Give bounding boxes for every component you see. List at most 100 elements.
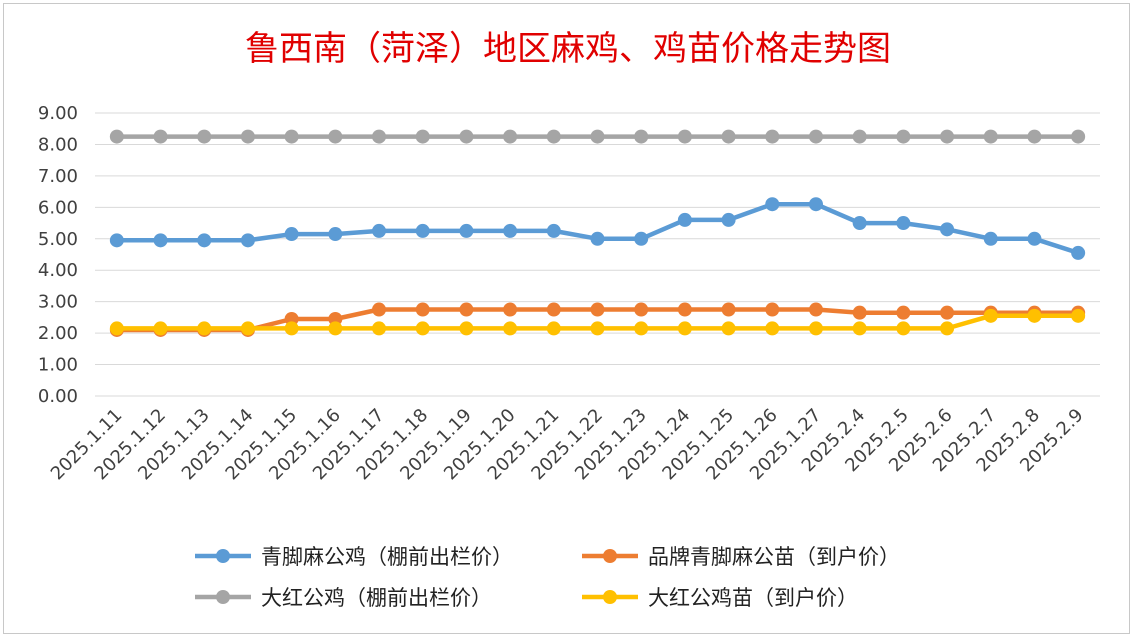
data-point	[284, 129, 299, 144]
data-point	[284, 227, 299, 242]
data-point	[590, 129, 605, 144]
data-point	[765, 129, 780, 144]
data-point	[808, 302, 823, 317]
data-point	[415, 129, 430, 144]
data-point	[153, 233, 168, 248]
data-point	[197, 129, 212, 144]
data-point	[677, 321, 692, 336]
data-point	[983, 308, 998, 323]
y-tick-label: 9.00	[38, 103, 78, 124]
data-point	[328, 227, 343, 242]
data-point	[808, 197, 823, 212]
data-point	[109, 233, 124, 248]
y-tick-label: 1.00	[38, 355, 78, 376]
y-tick-label: 5.00	[38, 229, 78, 250]
legend-item: 大红公鸡苗（到户价）	[582, 586, 858, 610]
data-point	[721, 321, 736, 336]
data-point	[808, 321, 823, 336]
data-point	[1071, 245, 1086, 260]
data-point	[940, 129, 955, 144]
y-tick-label: 6.00	[38, 197, 78, 218]
data-point	[197, 233, 212, 248]
y-tick-label: 4.00	[38, 260, 78, 281]
data-point	[153, 321, 168, 336]
data-point	[240, 129, 255, 144]
series-3	[109, 129, 1086, 144]
series-4	[109, 308, 1086, 336]
data-point	[721, 302, 736, 317]
data-point	[1027, 231, 1042, 246]
legend-marker	[216, 590, 230, 604]
data-point	[328, 129, 343, 144]
data-point	[546, 321, 561, 336]
legend-label: 大红公鸡（棚前出栏价）	[261, 586, 492, 610]
data-point	[983, 129, 998, 144]
data-point	[852, 321, 867, 336]
data-point	[721, 212, 736, 227]
y-axis-ticks: 0.00 1.00 2.00 3.00 4.00 5.00 6.00 7.00 8.00 9.00	[38, 103, 78, 407]
data-point	[896, 321, 911, 336]
data-point	[940, 305, 955, 320]
data-point	[677, 212, 692, 227]
y-tick-label: 3.00	[38, 292, 78, 313]
data-point	[328, 321, 343, 336]
data-point	[765, 321, 780, 336]
data-point	[1071, 129, 1086, 144]
data-point	[852, 216, 867, 231]
data-point	[808, 129, 823, 144]
data-point	[634, 321, 649, 336]
data-point	[896, 129, 911, 144]
data-point	[109, 129, 124, 144]
y-tick-label: 2.00	[38, 323, 78, 344]
data-point	[546, 223, 561, 238]
data-point	[503, 321, 518, 336]
data-point	[852, 129, 867, 144]
data-point	[765, 302, 780, 317]
data-point	[415, 321, 430, 336]
data-point	[1071, 308, 1086, 323]
data-point	[765, 197, 780, 212]
data-point	[503, 223, 518, 238]
data-point	[372, 321, 387, 336]
data-point	[240, 233, 255, 248]
data-point	[546, 302, 561, 317]
data-point	[459, 129, 474, 144]
data-point	[459, 223, 474, 238]
legend-marker	[216, 549, 230, 563]
chart-area	[3, 3, 1130, 634]
legend-item: 青脚麻公鸡（棚前出栏价）	[195, 545, 513, 569]
y-tick-label: 0.00	[38, 386, 78, 407]
legend-label: 青脚麻公鸡（棚前出栏价）	[261, 545, 513, 569]
data-point	[415, 223, 430, 238]
data-point	[896, 216, 911, 231]
legend-label: 品牌青脚麻公苗（到户价）	[648, 545, 900, 569]
legend: 青脚麻公鸡（棚前出栏价） 品牌青脚麻公苗（到户价） 大红公鸡（棚前出栏价） 大红公鸡苗…	[195, 545, 900, 610]
series-lines	[109, 129, 1086, 337]
y-tick-label: 8.00	[38, 134, 78, 155]
legend-marker	[603, 590, 617, 604]
data-point	[503, 302, 518, 317]
gridlines	[95, 112, 1100, 397]
data-point	[372, 223, 387, 238]
data-point	[459, 321, 474, 336]
legend-item: 大红公鸡（棚前出栏价）	[195, 586, 492, 610]
x-axis-ticks: 2025.1.112025.1.122025.1.132025.1.142025…	[47, 405, 1088, 485]
data-point	[372, 302, 387, 317]
data-point	[240, 321, 255, 336]
data-point	[459, 302, 474, 317]
data-point	[284, 321, 299, 336]
data-point	[634, 231, 649, 246]
data-point	[503, 129, 518, 144]
series-1	[109, 197, 1086, 260]
data-point	[590, 321, 605, 336]
data-point	[721, 129, 736, 144]
data-point	[372, 129, 387, 144]
data-point	[153, 129, 168, 144]
data-point	[983, 231, 998, 246]
legend-label: 大红公鸡苗（到户价）	[648, 586, 858, 610]
data-point	[415, 302, 430, 317]
data-point	[634, 129, 649, 144]
data-point	[940, 222, 955, 237]
legend-item: 品牌青脚麻公苗（到户价）	[582, 545, 900, 569]
data-point	[590, 231, 605, 246]
